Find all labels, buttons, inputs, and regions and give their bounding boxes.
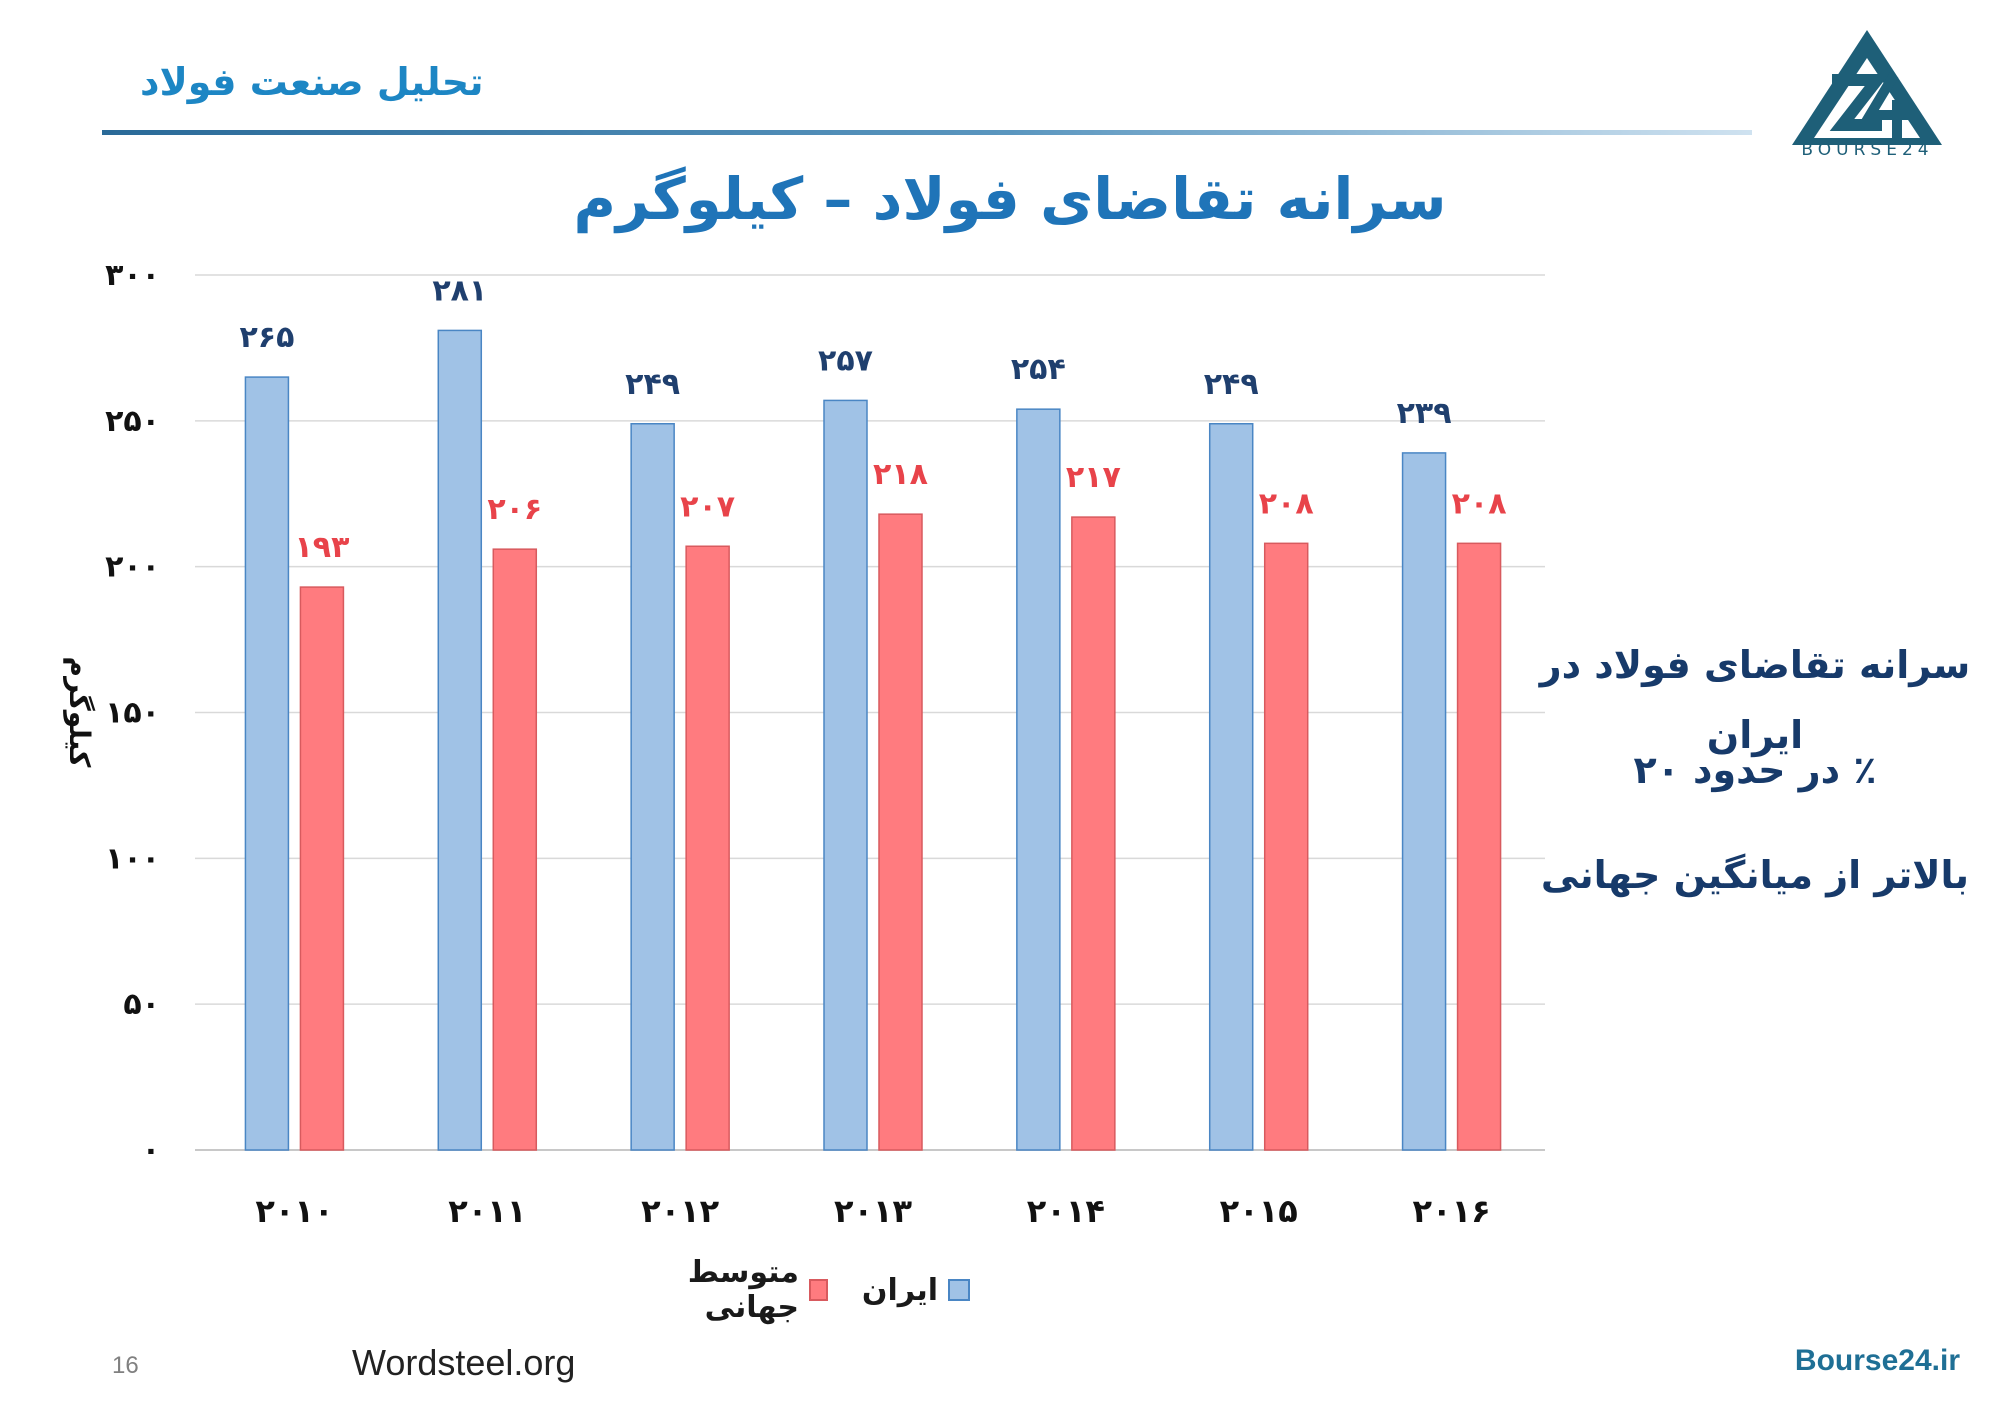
x-tick-label: ۲۰۱۲ — [641, 1192, 720, 1230]
legend-swatch-world — [808, 1279, 828, 1301]
bar-iran — [1208, 423, 1254, 1151]
chart-legend: ایران متوسط جهانی — [620, 1255, 970, 1325]
side-annotation: سرانه تقاضای فولاد در ایران ٪ در حدود ۲۰… — [1510, 630, 2000, 945]
y-tick-label: ۳۰۰ — [105, 258, 160, 293]
y-tick-label: ۰ — [142, 1133, 160, 1168]
data-label-world: ۲۰۸ — [1452, 486, 1507, 521]
header-title: تحلیل صنعت فولاد — [140, 60, 484, 104]
y-tick-label: ۵۰ — [123, 987, 160, 1022]
data-label-iran: ۲۸۱ — [432, 273, 487, 308]
x-tick-label: ۲۰۱۳ — [834, 1192, 913, 1230]
site-link[interactable]: Bourse24.ir — [1794, 1344, 1960, 1377]
bar-iran — [244, 376, 290, 1151]
data-label-iran: ۲۵۴ — [1011, 352, 1066, 387]
data-label-world: ۲۰۸ — [1259, 486, 1314, 521]
legend-swatch-iran — [948, 1279, 970, 1301]
bourse24-logo-icon — [1792, 30, 1942, 145]
logo-text: BOURSE24 — [1801, 140, 1934, 160]
data-label-world: ۱۹۳ — [294, 530, 349, 565]
x-tick-label: ۲۰۱۶ — [1413, 1192, 1491, 1230]
bar-world — [685, 545, 730, 1151]
bar-world — [878, 513, 923, 1151]
bar-world — [299, 586, 345, 1151]
data-label-world: ۲۰۶ — [487, 492, 542, 527]
data-label-iran: ۲۴۹ — [1204, 367, 1259, 402]
bar-world — [492, 548, 538, 1151]
side-annotation-line-2: ٪ در حدود ۲۰ — [1633, 748, 1877, 792]
bar-world — [1456, 542, 1502, 1151]
bar-iran — [437, 329, 483, 1151]
bar-iran — [1016, 408, 1061, 1151]
y-tick-label: ۱۵۰ — [105, 696, 160, 731]
y-tick-label: ۱۰۰ — [105, 841, 160, 876]
source-text: Wordsteel.org — [352, 1342, 576, 1383]
data-label-iran: ۲۴۹ — [625, 367, 680, 402]
x-tick-label: ۲۰۱۵ — [1220, 1192, 1298, 1230]
data-label-iran: ۲۶۵ — [239, 320, 294, 355]
x-tick-label: ۲۰۱۴ — [1027, 1192, 1105, 1230]
legend-label-world: متوسط جهانی — [687, 1255, 799, 1325]
chart-title: سرانه تقاضای فولاد – کیلوگرم — [573, 165, 1447, 233]
page-number: 16 — [112, 1352, 139, 1379]
bar-iran — [1401, 452, 1447, 1151]
data-label-world: ۲۱۷ — [1066, 460, 1121, 495]
bar-iran — [823, 399, 868, 1151]
y-tick-label: ۲۵۰ — [105, 404, 160, 439]
side-annotation-line-1: سرانه تقاضای فولاد در ایران — [1539, 643, 1971, 757]
header-divider — [102, 130, 1752, 135]
legend-item-iran: ایران — [862, 1273, 970, 1308]
bar-world — [1263, 542, 1309, 1151]
side-annotation-line-3: بالاتر از میانگین جهانی — [1540, 853, 1970, 897]
x-tick-label: ۲۰۱۱ — [448, 1192, 526, 1230]
data-label-iran: ۲۳۹ — [1397, 396, 1452, 431]
legend-label-iran: ایران — [861, 1272, 938, 1308]
y-tick-label: ۲۰۰ — [105, 550, 160, 585]
data-label-world: ۲۱۸ — [873, 457, 928, 492]
data-label-world: ۲۰۷ — [680, 489, 735, 524]
y-axis-label: کیلوگرم — [63, 657, 96, 769]
legend-item-world: متوسط جهانی — [620, 1255, 828, 1325]
data-label-iran: ۲۵۷ — [818, 343, 873, 378]
bar-iran — [630, 423, 675, 1151]
x-tick-label: ۲۰۱۰ — [255, 1192, 333, 1230]
bar-world — [1071, 516, 1116, 1151]
